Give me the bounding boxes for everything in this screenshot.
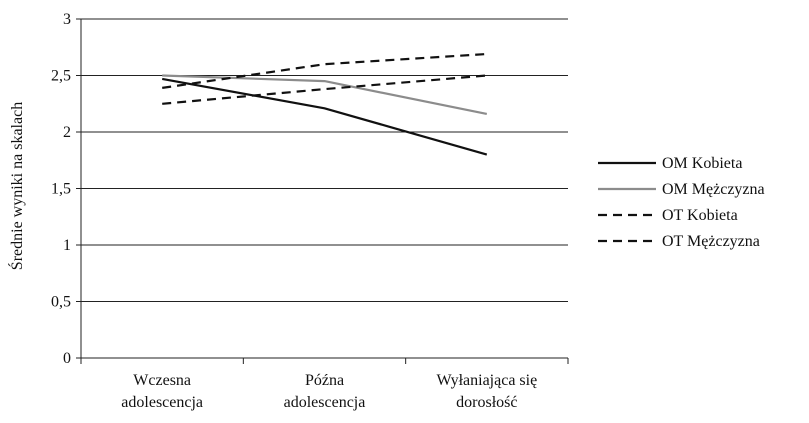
gridlines bbox=[81, 18, 568, 302]
y-tick-label: 3 bbox=[63, 11, 71, 28]
series-line bbox=[162, 77, 488, 156]
series-lines bbox=[162, 52, 488, 156]
y-tick-label: 2 bbox=[63, 124, 71, 141]
y-tick-label: 1,5 bbox=[51, 181, 71, 198]
y-axis-label: Średnie wyniki na skalach bbox=[7, 102, 26, 270]
y-tick-label: 0,5 bbox=[51, 294, 71, 311]
legend-label: OM Kobieta bbox=[662, 155, 742, 172]
legend-label: OT Kobieta bbox=[662, 207, 738, 224]
x-tick-label: Późna adolescencja bbox=[284, 372, 366, 411]
series-line bbox=[162, 74, 488, 115]
x-tick-label: Wczesna adolescencja bbox=[121, 372, 203, 411]
series-line bbox=[162, 74, 487, 105]
y-tick-label: 1 bbox=[63, 237, 71, 254]
y-tick-label: 0 bbox=[63, 350, 71, 367]
series-line bbox=[162, 52, 487, 89]
axes: 0 0,5 1 1,5 2 2,5 3 Wczesna adolescencja Późna ado… bbox=[51, 11, 569, 411]
x-tick-label: Wyłaniająca się dorosłość bbox=[436, 372, 537, 411]
legend-label: OT Mężczyzna bbox=[662, 233, 760, 250]
legend-label: OM Mężczyzna bbox=[662, 181, 765, 198]
legend: OM Kobieta OM Mężczyzna OT Kobieta OT Mężcz… bbox=[598, 155, 765, 250]
y-tick-label: 2,5 bbox=[51, 68, 71, 85]
